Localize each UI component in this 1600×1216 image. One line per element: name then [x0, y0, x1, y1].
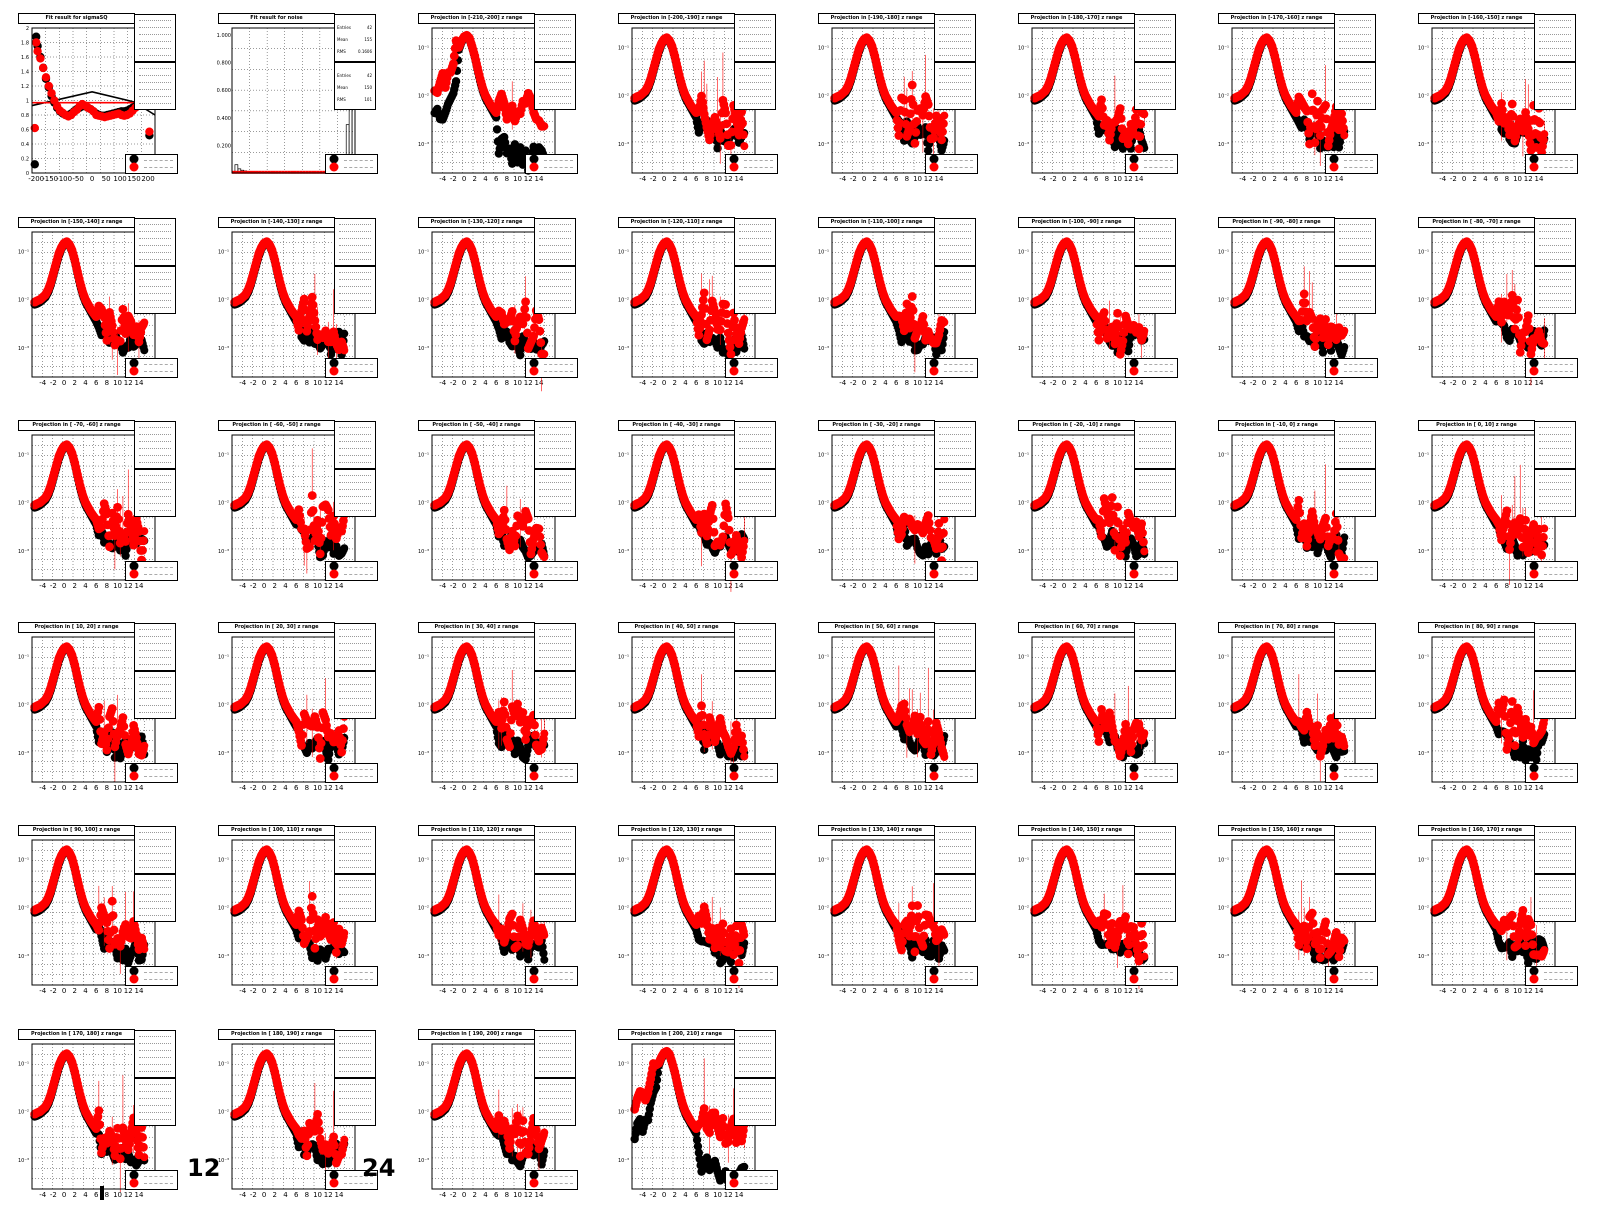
legend-markers: [0, 0, 200, 200]
legend-marker-red: [330, 367, 339, 376]
legend-marker-black: [330, 562, 339, 571]
legend-marker-red: [730, 367, 739, 376]
legend-marker-red: [1330, 163, 1339, 172]
legend-marker-black: [1330, 155, 1339, 164]
legend-markers: [800, 204, 1000, 404]
legend-markers: [800, 0, 1000, 200]
legend-marker-black: [530, 155, 539, 164]
legend-marker-black: [130, 562, 139, 571]
legend-marker-black: [730, 359, 739, 368]
legend-marker-red: [930, 163, 939, 172]
legend-marker-black: [1130, 359, 1139, 368]
legend-marker-black: [330, 359, 339, 368]
legend-markers: [600, 204, 800, 404]
legend-markers: [1000, 204, 1200, 404]
legend-markers: [400, 204, 600, 404]
legend-marker-black: [1130, 155, 1139, 164]
legend-markers: [400, 0, 600, 200]
legend-markers: [1200, 0, 1400, 200]
legend-markers: [1400, 204, 1600, 404]
legend-marker-red: [730, 163, 739, 172]
legend-marker-red: [530, 163, 539, 172]
legend-marker-red: [530, 367, 539, 376]
legend-marker-black: [730, 155, 739, 164]
legend-markers: [200, 0, 400, 200]
legend-marker-black: [930, 359, 939, 368]
legend-marker-red: [130, 163, 139, 172]
legend-marker-black: [130, 359, 139, 368]
legend-markers: [0, 407, 200, 607]
legend-marker-black: [330, 155, 339, 164]
legend-marker-red: [330, 570, 339, 579]
legend-marker-red: [1130, 163, 1139, 172]
legend-markers: [200, 407, 400, 607]
legend-marker-red: [330, 163, 339, 172]
legend-markers: [200, 204, 400, 404]
legend-marker-red: [1130, 367, 1139, 376]
legend-marker-black: [530, 359, 539, 368]
legend-marker-red: [1530, 163, 1539, 172]
legend-marker-black: [1530, 155, 1539, 164]
legend-markers: [1000, 0, 1200, 200]
legend-marker-red: [130, 367, 139, 376]
legend-marker-black: [930, 155, 939, 164]
legend-markers: [1400, 0, 1600, 200]
legend-marker-red: [930, 367, 939, 376]
legend-markers: [1200, 204, 1400, 404]
legend-marker-black: [1530, 359, 1539, 368]
legend-marker-red: [130, 570, 139, 579]
legend-marker-red: [1330, 367, 1339, 376]
legend-marker-black: [1330, 359, 1339, 368]
legend-markers: [600, 0, 800, 200]
legend-marker-black: [130, 155, 139, 164]
legend-markers: [0, 204, 200, 404]
legend-marker-red: [1530, 367, 1539, 376]
